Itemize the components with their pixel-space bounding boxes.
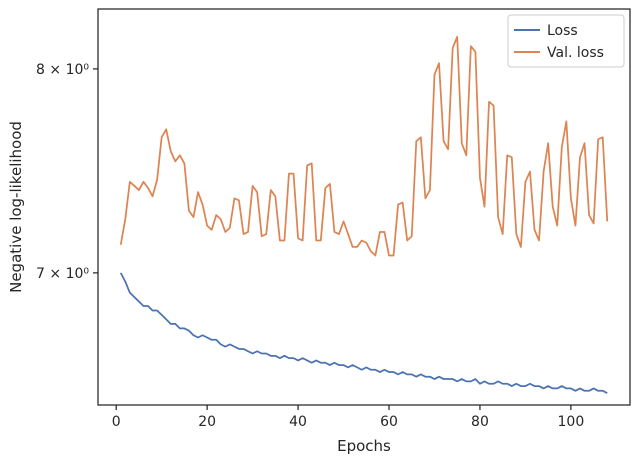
plot-marks xyxy=(119,35,609,394)
y-axis-ticks: 7 × 10⁰ 8 × 10⁰ xyxy=(36,62,98,282)
series-line-0 xyxy=(119,272,608,394)
series-line-1 xyxy=(119,35,609,257)
x-tick-label: 20 xyxy=(198,414,216,430)
x-axis-label: Epochs xyxy=(337,437,391,455)
legend-label-loss: Loss xyxy=(547,23,578,39)
y-tick-label: 7 × 10⁰ xyxy=(36,266,89,282)
x-tick-label: 100 xyxy=(558,414,585,430)
y-axis-label: Negative log-likelihood xyxy=(7,121,25,293)
x-tick-label: 60 xyxy=(380,414,398,430)
x-tick-label: 0 xyxy=(112,414,121,430)
x-axis-ticks: 0 20 40 60 80 100 xyxy=(112,405,585,430)
x-tick-label: 80 xyxy=(471,414,489,430)
legend-box xyxy=(507,14,625,68)
legend: Loss Val. loss xyxy=(507,14,625,68)
plot-frame xyxy=(97,8,631,406)
x-tick-label: 40 xyxy=(289,414,307,430)
legend-label-val-loss: Val. loss xyxy=(547,45,604,61)
y-tick-label: 8 × 10⁰ xyxy=(36,62,89,78)
